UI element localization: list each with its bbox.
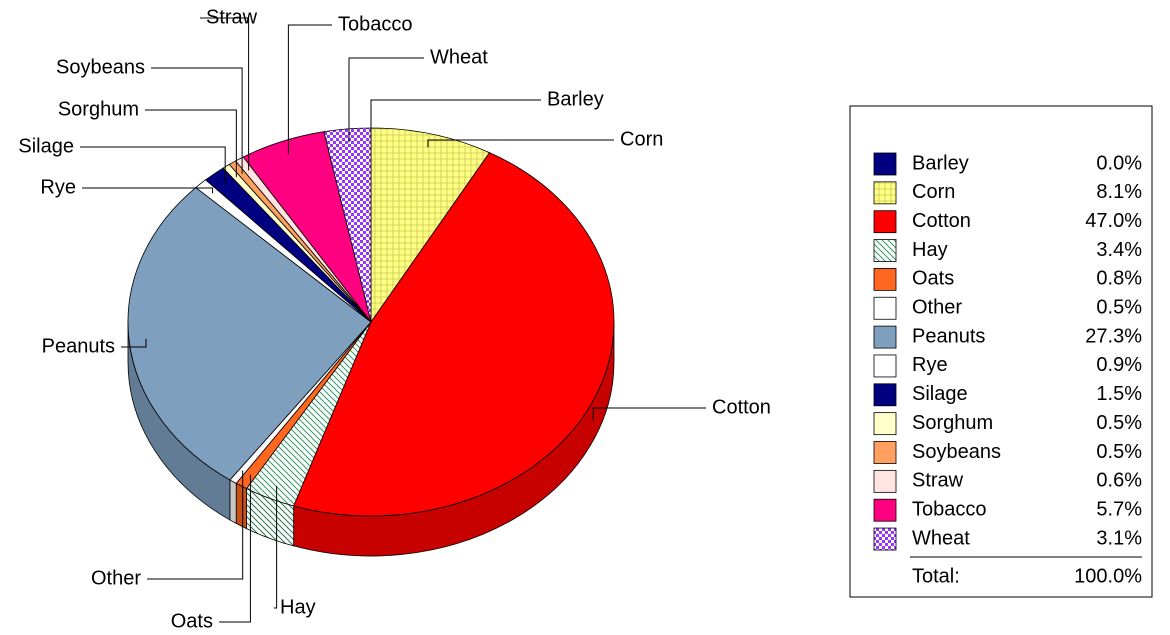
pie-side [229,479,237,525]
pie-slice [370,127,491,324]
slice-label: Peanuts [42,335,115,357]
slice-label: Silage [18,135,74,157]
leader-line [121,338,147,348]
legend-value: 3.4% [1096,239,1142,261]
legend-label: Hay [912,239,948,261]
leader-line [151,67,243,174]
legend-swatch [873,469,897,493]
leader-line [147,470,244,580]
slice-label: Tobacco [338,13,413,35]
slice-label: Corn [620,128,663,150]
leader-line [592,407,706,421]
slice-label: Straw [206,6,258,28]
legend-box [849,105,1153,598]
legend-label: Tobacco [912,498,987,520]
legend-value: 0.8% [1096,268,1142,290]
legend-label: Rye [912,354,948,376]
leader-line [82,187,214,194]
legend-value: 3.1% [1096,527,1142,549]
legend-label: Sorghum [912,412,993,434]
legend-swatch [873,441,897,464]
legend-value: 0.9% [1096,354,1142,376]
slice-label: Hay [280,596,316,618]
pie-slice [127,187,372,481]
legend-value: 0.5% [1096,441,1142,463]
leader-line [370,99,541,142]
legend-swatch [873,412,897,436]
total-value: 100.0% [1074,565,1142,587]
leader-line [80,146,226,185]
legend-swatch [873,181,897,205]
slice-label: Cotton [712,396,771,418]
legend-value: 5.7% [1096,498,1142,520]
slice-label: Wheat [430,46,488,68]
leader-line [219,474,251,623]
legend-label: Cotton [912,210,971,232]
leader-line [274,485,278,609]
legend-swatch [873,239,897,262]
legend-swatch [873,325,897,349]
slice-label: Sorghum [58,98,139,120]
legend-value: 0.0% [1096,152,1142,174]
legend-label: Silage [912,383,968,405]
pie-side [235,482,247,530]
legend-value: 27.3% [1085,325,1142,347]
legend-label: Peanuts [912,325,985,347]
slice-label: Rye [40,176,76,198]
legend-value: 0.5% [1096,412,1142,434]
legend-label: Barley [912,152,969,174]
slice-label: Oats [171,610,213,632]
legend-label: Oats [912,268,954,290]
legend-swatch [873,383,897,407]
legend-swatch [873,498,897,522]
total-label: Total: [912,565,960,587]
legend-label: Straw [912,470,964,492]
legend-label: Other [912,297,962,319]
leader-line [200,17,250,171]
legend-swatch [873,210,897,234]
leader-line [287,24,332,155]
legend-value: 0.5% [1096,297,1142,319]
legend-value: 47.0% [1085,210,1142,232]
legend-swatch [873,296,897,320]
slice-label: Other [91,567,141,589]
legend-value: 0.6% [1096,470,1142,492]
legend-swatch [873,527,897,551]
legend-value: 8.1% [1096,181,1142,203]
legend-value: 1.5% [1096,383,1142,405]
leader-line [145,109,237,178]
pie-slice [293,152,615,517]
slice-label: Soybeans [56,56,145,78]
leader-line [427,139,614,148]
legend-swatch [873,267,897,291]
legend-swatch [873,354,897,378]
legend-label: Wheat [912,527,970,549]
leader-line [348,57,424,143]
slice-label: Barley [547,88,604,110]
legend-swatch [873,152,897,176]
legend-label: Corn [912,181,955,203]
legend-label: Soybeans [912,441,1001,463]
